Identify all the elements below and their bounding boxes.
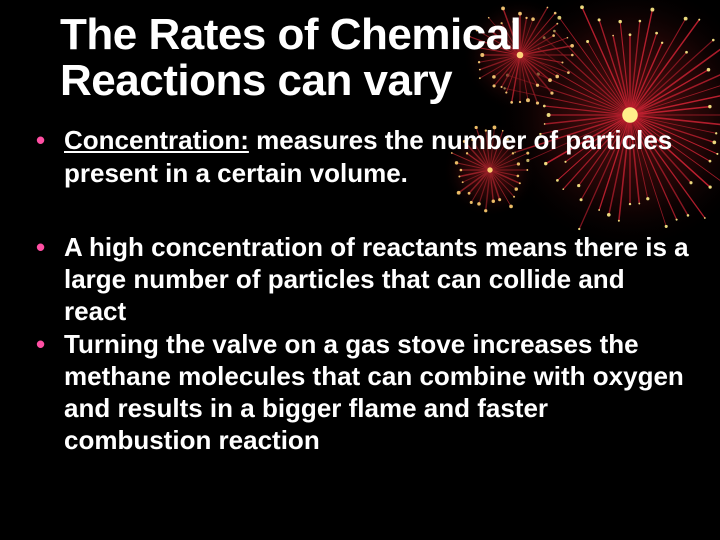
bullet-term: Concentration: bbox=[64, 125, 249, 155]
bullet-text: A high concentration of reactants means … bbox=[64, 232, 689, 326]
bullet-item: Turning the valve on a gas stove increas… bbox=[30, 328, 690, 457]
bullet-list: Concentration: measures the number of pa… bbox=[30, 124, 690, 456]
slide-title: The Rates of Chemical Reactions can vary bbox=[60, 12, 690, 104]
slide-content: The Rates of Chemical Reactions can vary… bbox=[30, 12, 690, 456]
bullet-text: Turning the valve on a gas stove increas… bbox=[64, 329, 684, 456]
bullet-item: A high concentration of reactants means … bbox=[30, 231, 690, 328]
slide: The Rates of Chemical Reactions can vary… bbox=[0, 0, 720, 540]
bullet-item: Concentration: measures the number of pa… bbox=[30, 124, 690, 188]
